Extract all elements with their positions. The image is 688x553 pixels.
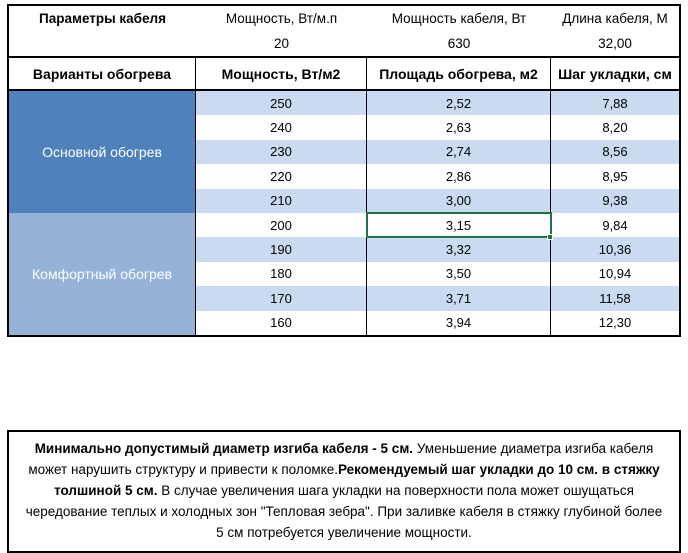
table-cell[interactable]: 9,38 — [551, 188, 679, 213]
table-cell[interactable]: 3,00 — [367, 188, 551, 213]
table-cell[interactable]: 8,20 — [602, 120, 628, 136]
table-cell[interactable]: 180 — [196, 261, 367, 287]
table-cell[interactable]: 230 — [196, 139, 367, 165]
parameters-section: Параметры кабеля Мощность, Вт/м.п Мощнос… — [9, 6, 679, 56]
table-cell[interactable]: 12,30 — [598, 315, 632, 331]
table-cell[interactable]: 8,95 — [602, 168, 628, 184]
table-cell[interactable]: 9,84 — [602, 217, 628, 233]
note-run-bold-1: Минимально допустимый диаметр изгиба каб… — [34, 441, 414, 456]
header-heating-area[interactable]: Площадь обогрева, м2 — [367, 58, 551, 89]
table-cell[interactable]: 10,94 — [598, 266, 632, 282]
table-cell[interactable]: 3,94 — [367, 310, 551, 335]
cell-empty[interactable] — [9, 31, 196, 56]
table-cell[interactable]: 2,63 — [367, 115, 551, 140]
table-cell[interactable]: 250 — [196, 91, 367, 116]
cell-cable-length-header[interactable]: Длина кабеля, М — [562, 11, 668, 26]
table-cell[interactable]: 240 — [196, 115, 367, 140]
cell-power-per-m-header[interactable]: Мощность, Вт/м.п — [225, 11, 338, 26]
header-power-w-m2[interactable]: Мощность, Вт/м2 — [196, 58, 367, 89]
note-run-regular-2: В случае увеличения шага укладки на пове… — [25, 483, 663, 540]
cell-cable-length-value[interactable]: 32,00 — [598, 36, 632, 51]
note-box[interactable]: Минимально допустимый диаметр изгиба каб… — [7, 430, 681, 553]
header-heating-variants[interactable]: Варианты обогрева — [9, 58, 196, 89]
cable-parameters-table: Параметры кабеля Мощность, Вт/м.п Мощнос… — [7, 4, 681, 337]
table-cell[interactable]: 220 — [196, 164, 367, 189]
note-run-bold-2: Рекомендуемый шаг укладки до 10 см. в ст… — [54, 462, 660, 498]
table-cell[interactable]: 2,86 — [367, 164, 551, 189]
heating-table-body: Основной обогрев 250 2,52 7,88 240 2,63 … — [9, 91, 679, 335]
table-cell[interactable]: 3,71 — [367, 286, 551, 311]
table-cell[interactable]: 200 — [196, 212, 367, 238]
note-run-regular-1: Уменьшение диаметра изгиба кабеля может … — [28, 441, 654, 477]
cell-cable-power-value[interactable]: 630 — [447, 36, 471, 51]
table-cell[interactable]: 8,56 — [551, 139, 679, 165]
group-label-primary-heating[interactable]: Основной обогрев — [9, 91, 196, 213]
table-cell[interactable]: 11,58 — [551, 286, 679, 311]
table-cell[interactable]: 10,36 — [551, 237, 679, 262]
table-cell[interactable]: 160 — [196, 310, 367, 335]
cell-parameters-title[interactable]: Параметры кабеля — [39, 11, 166, 26]
table-cell[interactable]: 3,32 — [367, 237, 551, 262]
table-cell[interactable]: 2,74 — [367, 139, 551, 165]
selected-cell[interactable]: 3,15 — [366, 211, 553, 241]
cell-power-per-m-value[interactable]: 20 — [273, 36, 290, 51]
heating-table-header-row: Варианты обогрева Мощность, Вт/м2 Площад… — [9, 56, 679, 91]
table-cell[interactable]: 170 — [196, 286, 367, 311]
header-laying-step[interactable]: Шаг укладки, см — [558, 65, 672, 82]
group-label-comfort-heating[interactable]: Комфортный обогрев — [9, 212, 196, 335]
table-cell[interactable]: 3,50 — [367, 261, 551, 287]
cell-cable-power-header[interactable]: Мощность кабеля, Вт — [391, 11, 527, 26]
table-cell[interactable]: 210 — [196, 188, 367, 213]
table-cell[interactable]: 190 — [196, 237, 367, 262]
table-cell[interactable]: 2,52 — [367, 91, 551, 116]
table-cell[interactable]: 7,88 — [551, 91, 679, 116]
